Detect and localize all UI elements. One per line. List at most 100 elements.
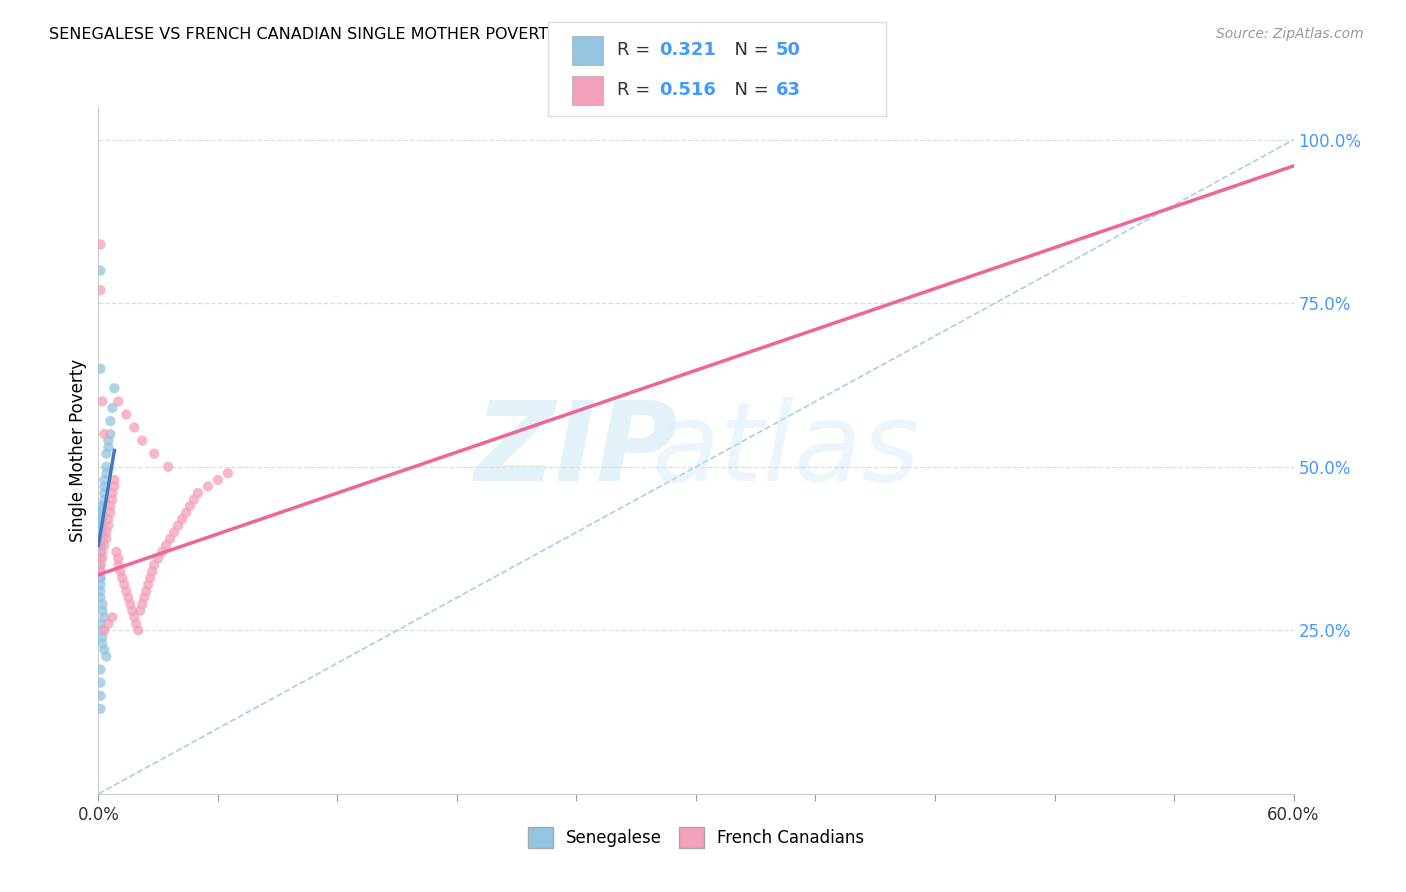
Point (217, 467, 239, 481)
Point (89, 591, 111, 605)
Point (103, 473, 125, 487)
Text: 0.321: 0.321 (659, 42, 716, 60)
Point (172, 512, 194, 526)
Point (93, 610, 115, 624)
Point (112, 577, 135, 591)
Point (187, 486, 209, 500)
Point (93, 538, 115, 552)
Point (91, 636, 114, 650)
Text: R =: R = (617, 81, 657, 99)
Point (107, 394, 129, 409)
Point (98, 499, 122, 513)
Point (91, 525, 114, 540)
Point (101, 492, 124, 507)
Point (101, 610, 124, 624)
Point (97, 616, 120, 631)
Point (124, 610, 146, 624)
Text: ZIP: ZIP (475, 397, 678, 504)
Point (93, 479, 115, 493)
Point (97, 512, 120, 526)
Point (91, 597, 114, 611)
Point (96, 525, 118, 540)
Point (89, 558, 111, 572)
Point (143, 558, 166, 572)
Point (89, 499, 111, 513)
Point (93, 643, 115, 657)
Point (89, 538, 111, 552)
Point (89, 545, 111, 559)
Point (96, 649, 118, 664)
Point (98, 427, 122, 442)
Text: atlas: atlas (651, 397, 920, 504)
Point (141, 565, 163, 579)
Point (143, 447, 166, 461)
Point (159, 532, 181, 546)
Point (97, 518, 120, 533)
Point (91, 604, 114, 618)
Point (91, 624, 114, 638)
Point (125, 616, 148, 631)
Point (89, 361, 111, 376)
Point (101, 401, 124, 415)
Point (135, 584, 157, 599)
Point (134, 591, 156, 605)
Point (131, 597, 153, 611)
Point (89, 538, 111, 552)
Point (124, 420, 146, 434)
Point (93, 486, 115, 500)
Legend: Senegalese, French Canadians: Senegalese, French Canadians (522, 821, 870, 855)
Point (179, 499, 201, 513)
Point (89, 551, 111, 566)
Point (89, 675, 111, 690)
Point (91, 506, 114, 520)
Point (91, 499, 114, 513)
Point (89, 565, 111, 579)
Text: 63: 63 (776, 81, 801, 99)
Point (97, 440, 120, 454)
Point (91, 512, 114, 526)
Text: R =: R = (617, 42, 657, 60)
Point (89, 518, 111, 533)
Point (89, 663, 111, 677)
Point (107, 558, 129, 572)
Point (91, 545, 114, 559)
Point (89, 525, 111, 540)
Text: Source: ZipAtlas.com: Source: ZipAtlas.com (1216, 27, 1364, 41)
Point (183, 492, 205, 507)
Point (96, 447, 118, 461)
Point (111, 571, 134, 585)
Point (91, 532, 114, 546)
Point (97, 434, 120, 448)
Point (107, 551, 129, 566)
Point (89, 571, 111, 585)
Point (96, 467, 118, 481)
Point (117, 591, 139, 605)
Point (105, 545, 128, 559)
Point (148, 551, 170, 566)
Point (103, 479, 125, 493)
Point (131, 434, 153, 448)
Point (91, 518, 114, 533)
Point (89, 577, 111, 591)
Point (120, 597, 142, 611)
Point (98, 414, 122, 428)
Point (115, 584, 138, 599)
Text: N =: N = (723, 42, 775, 60)
Point (163, 525, 186, 540)
Point (167, 518, 190, 533)
Point (96, 532, 118, 546)
Point (89, 512, 111, 526)
Point (197, 479, 219, 493)
Point (91, 630, 114, 644)
Point (98, 506, 122, 520)
Text: 50: 50 (776, 42, 801, 60)
Point (115, 408, 138, 422)
Point (91, 394, 114, 409)
Point (139, 571, 162, 585)
Point (157, 459, 180, 474)
Point (150, 545, 173, 559)
Point (174, 506, 197, 520)
Point (89, 263, 111, 277)
Point (93, 624, 115, 638)
Y-axis label: Single Mother Poverty: Single Mother Poverty (69, 359, 87, 542)
